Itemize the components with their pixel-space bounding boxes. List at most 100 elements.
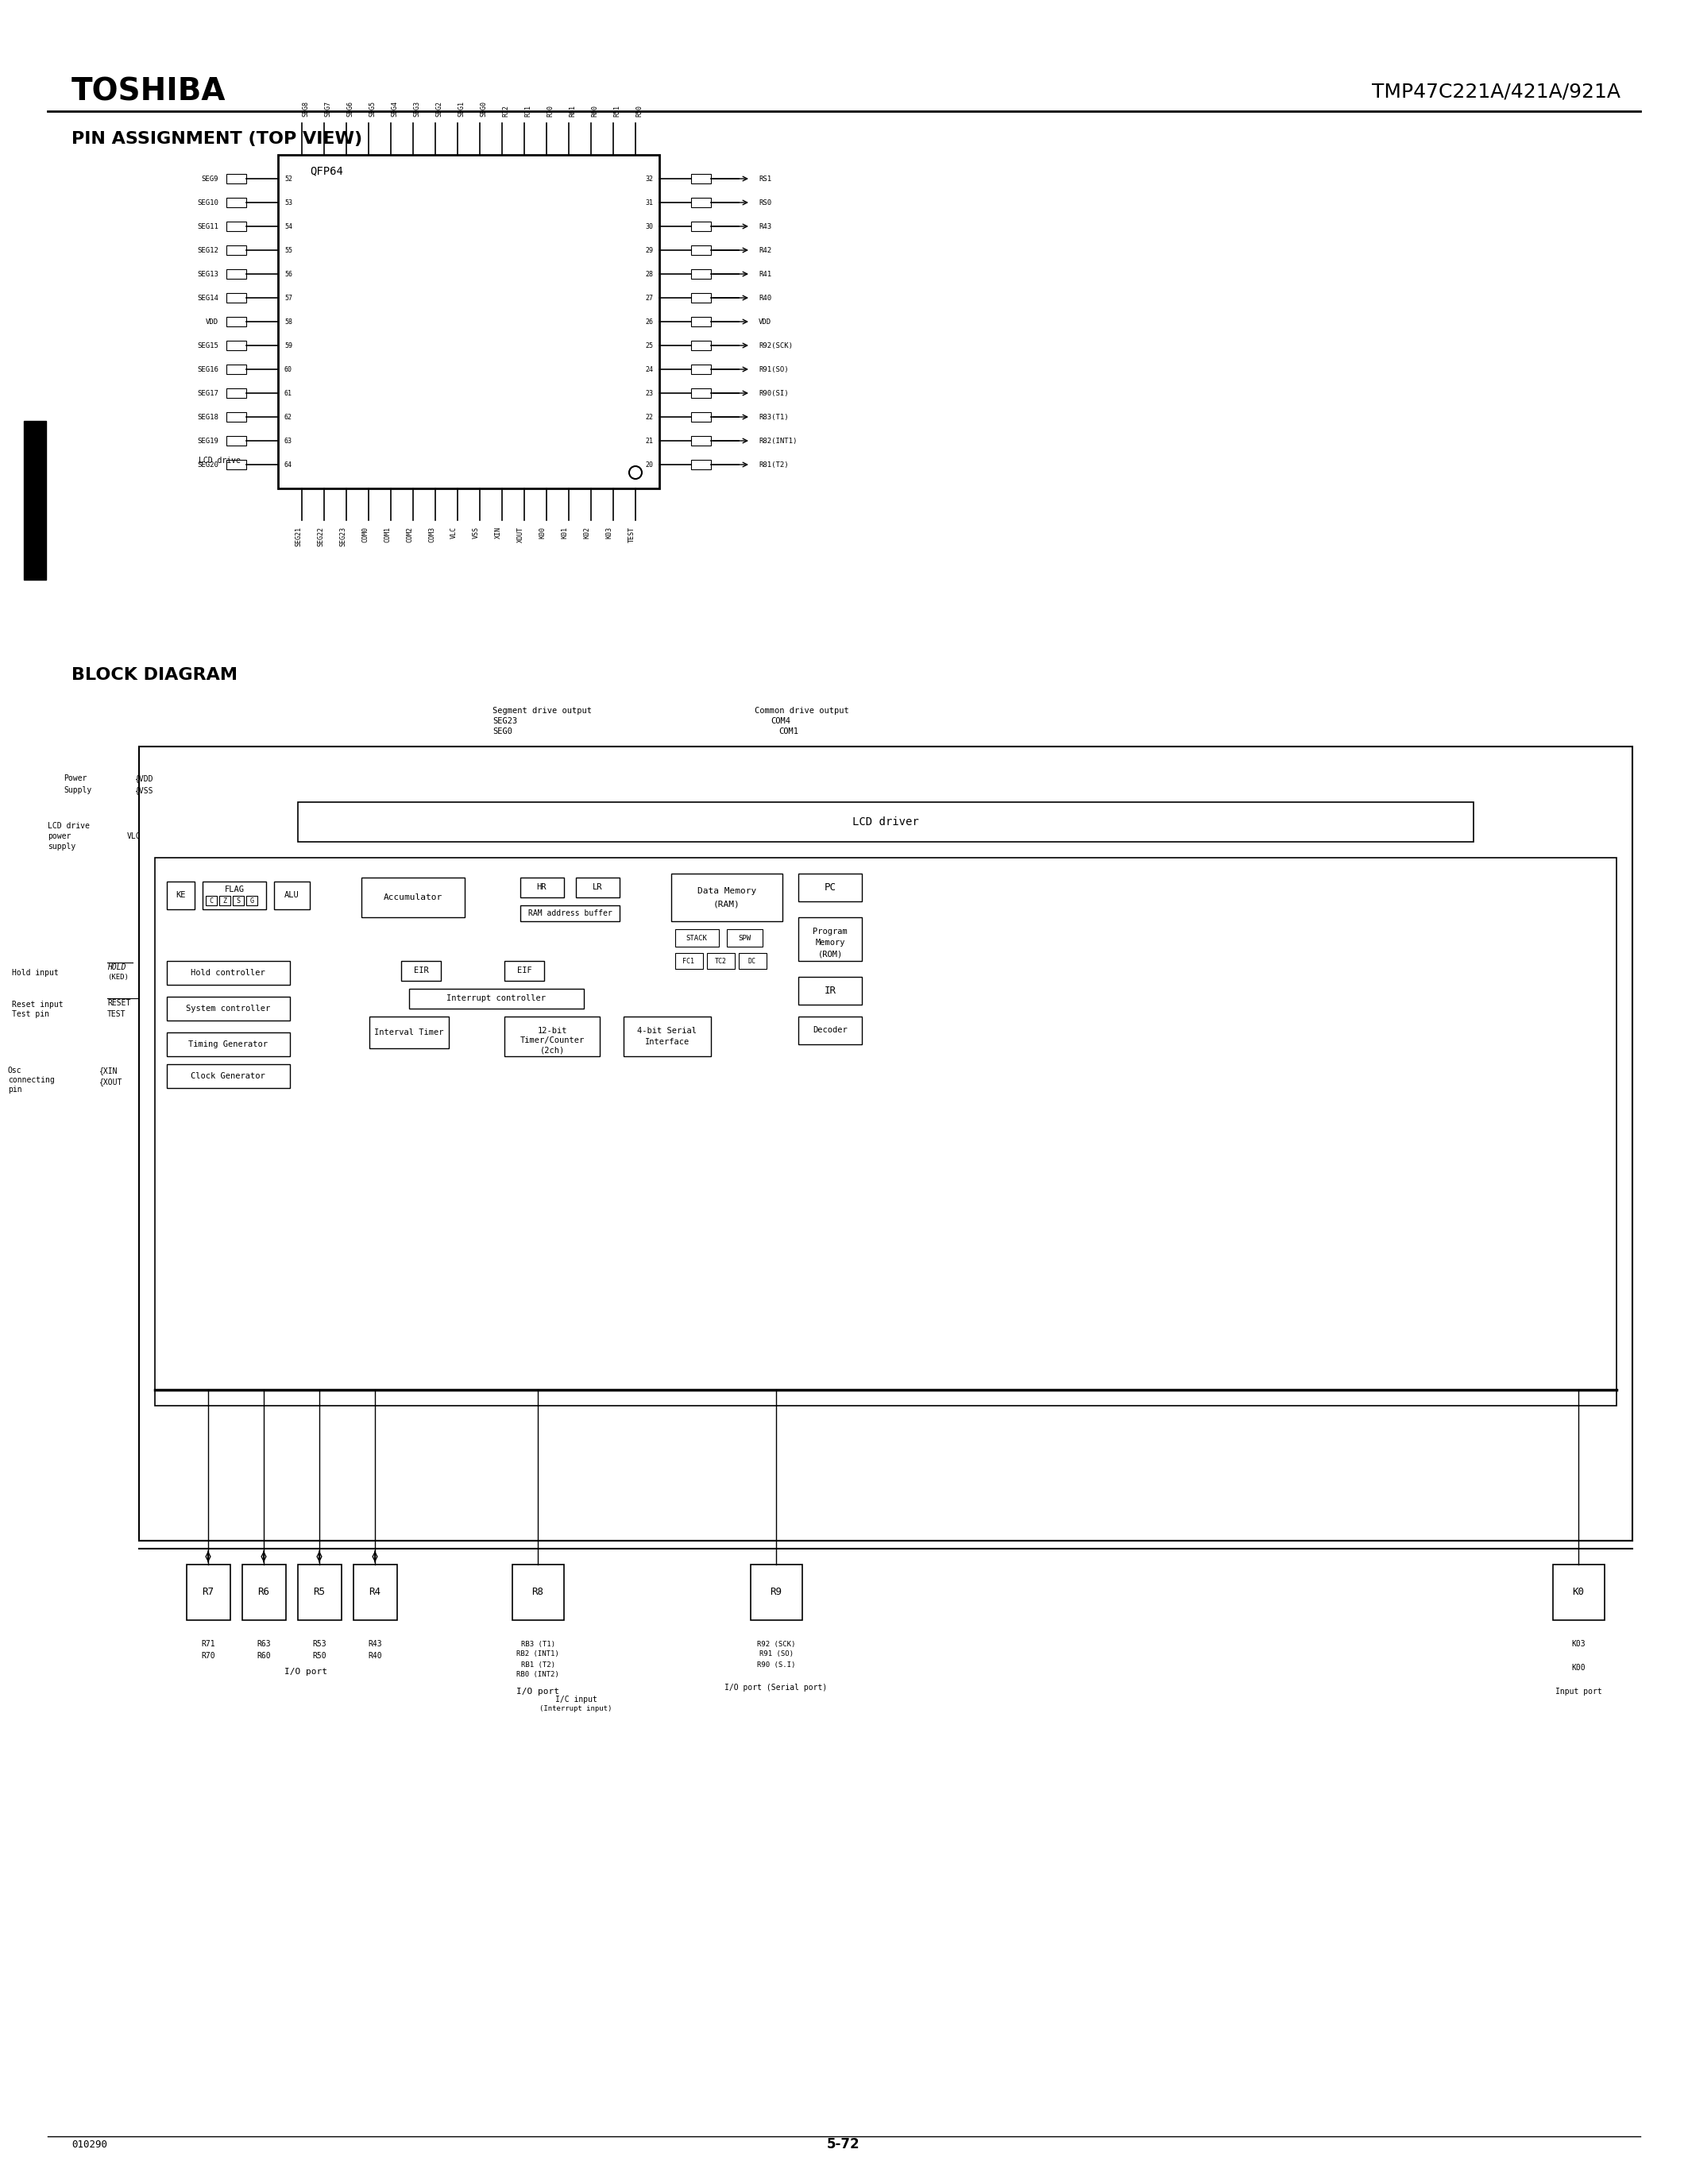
Text: Osc: Osc <box>8 1066 22 1075</box>
Bar <box>206 895 216 906</box>
Text: 63: 63 <box>284 437 292 443</box>
Text: TOSHIBA: TOSHIBA <box>71 76 226 107</box>
Bar <box>219 895 230 906</box>
Text: LCD driver: LCD driver <box>852 817 918 828</box>
Text: R6: R6 <box>258 1588 270 1597</box>
Bar <box>798 1016 863 1044</box>
Text: R71: R71 <box>201 1640 214 1649</box>
Text: R81(T2): R81(T2) <box>758 461 788 467</box>
Bar <box>623 1016 711 1057</box>
Text: K00: K00 <box>540 526 547 539</box>
Text: supply: supply <box>47 843 76 850</box>
Text: R90(SI): R90(SI) <box>758 389 788 397</box>
Bar <box>297 1564 341 1621</box>
Text: R61: R61 <box>569 105 576 116</box>
Text: SEG16: SEG16 <box>197 365 218 373</box>
Text: R41: R41 <box>758 271 771 277</box>
Text: SEG23: SEG23 <box>493 716 517 725</box>
Text: pin: pin <box>8 1085 22 1094</box>
Text: R63: R63 <box>257 1640 270 1649</box>
Text: {VDD: {VDD <box>135 775 154 782</box>
Bar <box>798 917 863 961</box>
Text: FC1: FC1 <box>682 957 695 965</box>
Bar <box>690 269 711 280</box>
Bar <box>672 874 783 922</box>
Text: R92 (SCK): R92 (SCK) <box>756 1640 795 1647</box>
Text: K02: K02 <box>584 526 591 539</box>
Text: 52: 52 <box>284 175 292 181</box>
Text: 12-bit: 12-bit <box>537 1026 567 1035</box>
Text: 57: 57 <box>284 295 292 301</box>
Text: 5-72: 5-72 <box>827 2138 861 2151</box>
Text: Z: Z <box>223 898 226 904</box>
Bar <box>279 155 660 489</box>
Text: SEG11: SEG11 <box>197 223 218 229</box>
Text: SEG23: SEG23 <box>339 526 346 546</box>
Bar <box>798 976 863 1005</box>
Text: 54: 54 <box>284 223 292 229</box>
Bar <box>690 317 711 325</box>
Bar <box>505 1016 599 1057</box>
Bar <box>226 175 246 183</box>
Bar <box>408 989 584 1009</box>
Text: (2ch): (2ch) <box>540 1046 564 1055</box>
Text: Input port: Input port <box>1555 1688 1602 1695</box>
Bar <box>187 1564 230 1621</box>
Bar <box>675 928 719 946</box>
Text: VDD: VDD <box>758 319 771 325</box>
Bar <box>402 961 441 981</box>
Text: EIR: EIR <box>414 968 429 974</box>
Bar <box>167 961 290 985</box>
Bar <box>520 878 564 898</box>
Text: SEG14: SEG14 <box>197 295 218 301</box>
Text: R82(INT1): R82(INT1) <box>758 437 797 443</box>
Text: K0: K0 <box>1573 1588 1585 1597</box>
Bar <box>690 175 711 183</box>
Text: PIN ASSIGNMENT (TOP VIEW): PIN ASSIGNMENT (TOP VIEW) <box>71 131 363 146</box>
Text: 31: 31 <box>645 199 653 205</box>
Bar <box>690 341 711 349</box>
Text: RS0: RS0 <box>758 199 771 205</box>
Text: SEG2: SEG2 <box>436 100 442 116</box>
Bar <box>243 1564 285 1621</box>
Text: LCD drive: LCD drive <box>199 456 241 465</box>
Text: (RAM): (RAM) <box>714 900 741 909</box>
Text: 22: 22 <box>645 413 653 422</box>
Text: RS1: RS1 <box>758 175 771 181</box>
Text: Supply: Supply <box>64 786 91 795</box>
Text: 23: 23 <box>645 389 653 397</box>
Text: 26: 26 <box>645 319 653 325</box>
Text: R40: R40 <box>368 1651 381 1660</box>
Bar <box>690 293 711 304</box>
Text: LR: LR <box>592 882 603 891</box>
Text: IR: IR <box>824 985 836 996</box>
Text: RB0 (INT2): RB0 (INT2) <box>517 1671 559 1679</box>
Bar <box>246 895 257 906</box>
Text: Interrupt controller: Interrupt controller <box>447 994 547 1002</box>
Text: {VSS: {VSS <box>135 786 154 795</box>
Bar <box>690 245 711 256</box>
Text: I/O port (Serial port): I/O port (Serial port) <box>724 1684 827 1693</box>
Bar <box>353 1564 397 1621</box>
Text: Timer/Counter: Timer/Counter <box>520 1037 584 1044</box>
Text: 29: 29 <box>645 247 653 253</box>
Bar <box>203 882 267 909</box>
Text: SPW: SPW <box>738 935 751 941</box>
Text: SEG13: SEG13 <box>197 271 218 277</box>
Text: C: C <box>209 898 213 904</box>
Text: RB1 (T2): RB1 (T2) <box>520 1662 555 1669</box>
Bar <box>690 437 711 446</box>
Text: XOUT: XOUT <box>517 526 525 542</box>
Text: PC: PC <box>824 882 836 893</box>
Bar <box>707 952 734 970</box>
Bar <box>167 1033 290 1057</box>
Text: SEG10: SEG10 <box>197 199 218 205</box>
Bar <box>513 1564 564 1621</box>
Text: R43: R43 <box>368 1640 381 1649</box>
Text: SEG20: SEG20 <box>197 461 218 467</box>
Text: K00: K00 <box>1572 1664 1585 1671</box>
Text: Interface: Interface <box>645 1037 690 1046</box>
Bar <box>138 747 1632 1540</box>
Bar <box>728 928 763 946</box>
Text: VLC: VLC <box>127 832 142 841</box>
